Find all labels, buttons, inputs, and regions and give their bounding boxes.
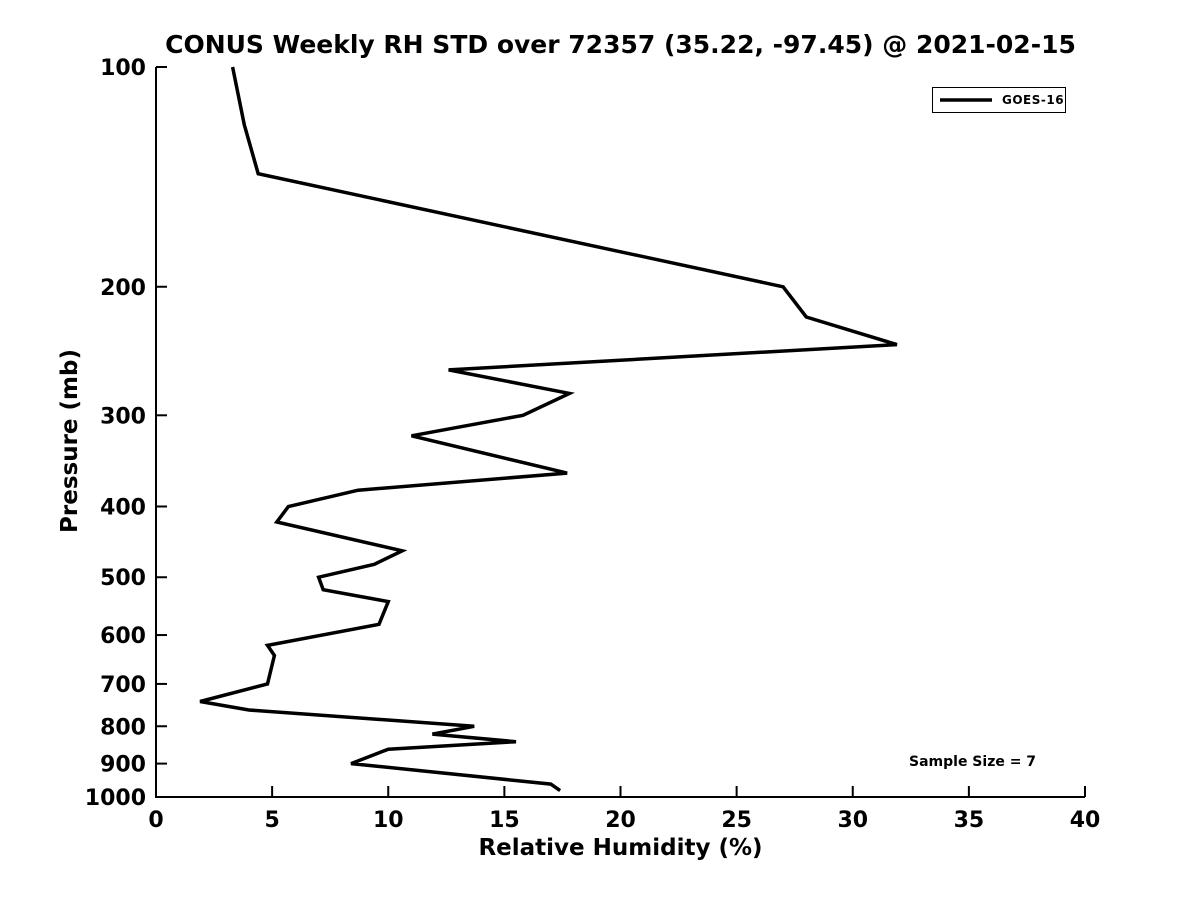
x-tick-label: 5 (264, 808, 279, 833)
legend: GOES-16 (932, 87, 1066, 113)
legend-label: GOES-16 (1002, 93, 1065, 107)
x-tick-label: 15 (489, 808, 520, 833)
rh-std-curve (199, 66, 898, 793)
x-tick-label: 40 (1070, 808, 1101, 833)
sample-size-annotation: Sample Size = 7 (909, 754, 1037, 770)
y-tick-label: 800 (100, 715, 146, 740)
x-tick-label: 30 (837, 808, 868, 833)
x-tick-label: 35 (954, 808, 985, 833)
y-tick-label: 900 (100, 753, 146, 778)
y-tick-label: 1000 (85, 786, 146, 811)
x-tick-label: 20 (605, 808, 636, 833)
x-tick-label: 10 (373, 808, 404, 833)
x-tick-label: 0 (148, 808, 163, 833)
y-tick-label: 700 (100, 673, 146, 698)
y-tick-label: 600 (100, 624, 146, 649)
y-tick-label: 200 (100, 276, 146, 301)
y-tick-label: 300 (100, 404, 146, 429)
y-tick-label: 100 (100, 56, 146, 81)
y-tick-label: 500 (100, 566, 146, 591)
y-axis-label: Pressure (mb) (57, 349, 83, 533)
chart-title: CONUS Weekly RH STD over 72357 (35.22, -… (165, 30, 1076, 59)
y-tick-label: 400 (100, 496, 146, 521)
x-tick-label: 25 (721, 808, 752, 833)
x-axis-label: Relative Humidity (%) (478, 835, 763, 861)
legend-line-sample (940, 98, 992, 102)
